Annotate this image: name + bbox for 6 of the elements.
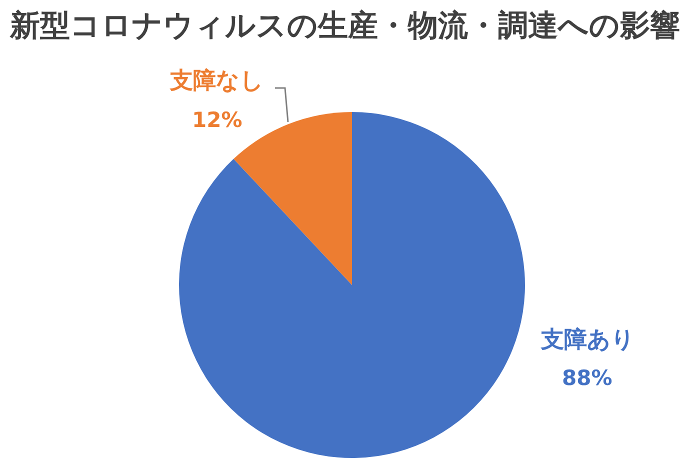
- data-label: 88%: [562, 366, 612, 390]
- slice-label: 支障なし: [169, 68, 264, 94]
- data-label: 12%: [192, 108, 242, 132]
- pie-slice: [179, 112, 525, 458]
- slice-label: 支障あり: [540, 327, 635, 353]
- chart-title: 新型コロナウィルスの生産・物流・調達への影響: [9, 8, 680, 44]
